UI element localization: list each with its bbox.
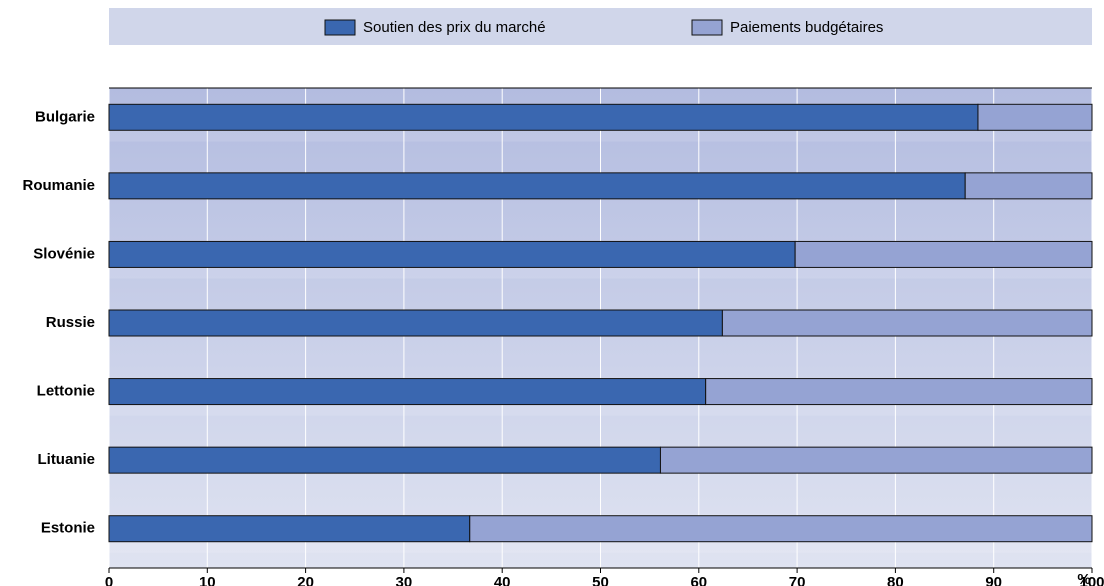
x-tick-label: 0 — [105, 574, 113, 586]
bar — [794, 240, 1093, 268]
x-tick-label: 30 — [396, 574, 413, 586]
bar — [964, 172, 1093, 200]
bar — [108, 240, 796, 268]
x-tick-label: 80 — [887, 574, 904, 586]
x-tick-label: 60 — [690, 574, 707, 586]
legend-swatch — [324, 19, 356, 36]
y-tick-label: Slovénie — [33, 245, 95, 262]
x-tick-label: 70 — [789, 574, 806, 586]
legend-label: Soutien des prix du marché — [363, 19, 546, 36]
x-tick-label: 100 — [1079, 574, 1104, 586]
x-tick-label: 90 — [985, 574, 1002, 586]
y-tick-label: Estonie — [41, 520, 95, 537]
bar — [108, 103, 979, 131]
bar — [108, 446, 661, 474]
bar — [108, 378, 707, 406]
x-tick-label: 50 — [592, 574, 609, 586]
x-tick-label: 20 — [297, 574, 314, 586]
legend-swatch — [691, 19, 723, 36]
bar — [108, 172, 966, 200]
bar — [705, 378, 1093, 406]
y-tick-label: Roumanie — [22, 177, 95, 194]
bar — [977, 103, 1093, 131]
bar — [469, 515, 1093, 543]
y-tick-label: Bulgarie — [35, 108, 95, 125]
y-tick-label: Lettonie — [37, 383, 95, 400]
x-tick-label: 40 — [494, 574, 511, 586]
bar — [108, 515, 471, 543]
y-tick-label: Lituanie — [37, 451, 95, 468]
legend-band — [109, 8, 1092, 45]
bar — [721, 309, 1093, 337]
bar — [659, 446, 1093, 474]
x-axis-label: % — [1077, 571, 1090, 586]
x-tick-label: 10 — [199, 574, 216, 586]
y-tick-label: Russie — [46, 314, 95, 331]
legend-label: Paiements budgétaires — [730, 19, 883, 36]
bar — [108, 309, 723, 337]
